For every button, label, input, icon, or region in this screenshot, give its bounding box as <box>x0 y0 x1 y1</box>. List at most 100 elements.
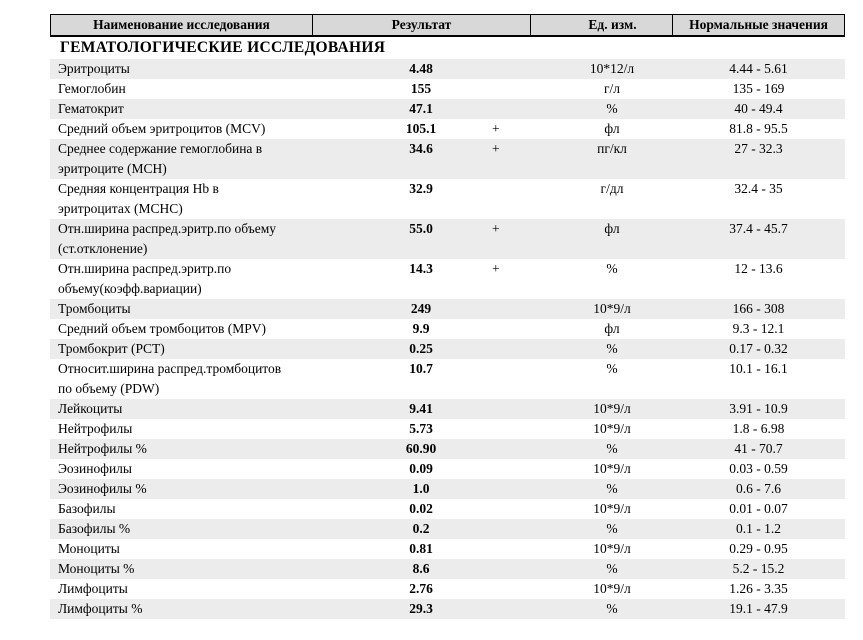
table-row: Нейтрофилы % 60.90 % 41 - 70.7 <box>50 439 845 459</box>
result-cell: 4.48 <box>312 59 530 79</box>
result-value: 32.9 <box>409 181 433 196</box>
table-header-row: Наименование исследования Результат Ед. … <box>50 14 845 37</box>
test-name: Эозинофилы % <box>58 481 147 496</box>
normal-range-value: 0.1 - 1.2 <box>736 521 781 536</box>
normal-range-value: 41 - 70.7 <box>734 441 783 456</box>
units-value: фл <box>604 221 620 236</box>
normal-range-value: 5.2 - 15.2 <box>732 561 785 576</box>
normal-range-value: 0.01 - 0.07 <box>729 501 788 516</box>
result-value: 4.48 <box>409 61 433 76</box>
test-name: Нейтрофилы % <box>58 441 147 456</box>
test-name: Средний объем эритроцитов (MCV) <box>58 121 266 136</box>
result-value: 1.0 <box>412 481 430 496</box>
result-value: 60.90 <box>405 441 437 456</box>
table-row: Моноциты 0.81 10*9/л 0.29 - 0.95 <box>50 539 845 559</box>
table-row: Отн.ширина распред.эритр.по объему(коэфф… <box>50 259 845 299</box>
table-row: Среднее содержание гемоглобина в эритроц… <box>50 139 845 179</box>
result-cell: 155 <box>312 79 530 99</box>
result-cell: 0.09 <box>312 459 530 479</box>
normal-range-value: 0.03 - 0.59 <box>729 461 788 476</box>
result-cell: 55.0 + <box>312 219 530 259</box>
result-value: 0.2 <box>412 521 430 536</box>
test-name: Лимфоциты <box>58 581 128 596</box>
normal-range-value: 81.8 - 95.5 <box>729 121 788 136</box>
abnormal-flag: + <box>492 141 500 156</box>
result-value: 10.7 <box>409 361 433 376</box>
test-name: Средняя концентрация Hb в эритроцитах (M… <box>58 181 219 216</box>
normal-range-value: 12 - 13.6 <box>734 261 783 276</box>
units-value: 10*9/л <box>593 541 631 556</box>
test-name: Базофилы % <box>58 521 131 536</box>
table-row: Эритроциты 4.48 10*12/л 4.44 - 5.61 <box>50 59 845 79</box>
units-value: % <box>606 441 618 456</box>
test-name: Тромбокрит (PCT) <box>58 341 165 356</box>
test-name: Эозинофилы <box>58 461 132 476</box>
column-header-result: Результат <box>313 15 531 35</box>
table-row: Тромбокрит (PCT) 0.25 % 0.17 - 0.32 <box>50 339 845 359</box>
normal-range-value: 1.8 - 6.98 <box>732 421 785 436</box>
result-value: 47.1 <box>409 101 433 116</box>
result-cell: 34.6 + <box>312 139 530 179</box>
units-value: 10*9/л <box>593 421 631 436</box>
abnormal-flag: + <box>492 121 500 136</box>
units-value: 10*9/л <box>593 301 631 316</box>
normal-range-value: 4.44 - 5.61 <box>729 61 788 76</box>
result-cell: 105.1 + <box>312 119 530 139</box>
normal-range-value: 19.1 - 47.9 <box>729 601 788 616</box>
table-row: Средний объем тромбоцитов (MPV) 9.9 фл 9… <box>50 319 845 339</box>
result-value: 155 <box>410 81 432 96</box>
normal-range-value: 32.4 - 35 <box>734 181 783 196</box>
normal-range-value: 40 - 49.4 <box>734 101 783 116</box>
table-row: Базофилы % 0.2 % 0.1 - 1.2 <box>50 519 845 539</box>
normal-range-value: 1.26 - 3.35 <box>729 581 788 596</box>
result-value: 249 <box>410 301 432 316</box>
table-row: Средняя концентрация Hb в эритроцитах (M… <box>50 179 845 219</box>
column-header-units: Ед. изм. <box>531 15 673 35</box>
result-value: 14.3 <box>409 261 433 276</box>
test-name: Моноциты <box>58 541 120 556</box>
result-value: 2.76 <box>409 581 433 596</box>
table-row: Моноциты % 8.6 % 5.2 - 15.2 <box>50 559 845 579</box>
result-cell: 0.25 <box>312 339 530 359</box>
units-value: % <box>606 361 618 376</box>
table-row: Гемоглобин 155 г/л 135 - 169 <box>50 79 845 99</box>
result-cell: 14.3 + <box>312 259 530 299</box>
test-name: Лейкоциты <box>58 401 123 416</box>
table-row: Тромбоциты 249 10*9/л 166 - 308 <box>50 299 845 319</box>
result-value: 34.6 <box>409 141 433 156</box>
test-name: Нейтрофилы <box>58 421 133 436</box>
column-header-normal-values: Нормальные значения <box>689 17 828 32</box>
test-name: Отн.ширина распред.эритр.по объему(коэфф… <box>58 261 232 296</box>
units-value: 10*12/л <box>589 61 635 76</box>
table-row: Лимфоциты % 29.3 % 19.1 - 47.9 <box>50 599 845 619</box>
result-value: 0.25 <box>409 341 433 356</box>
result-value: 0.02 <box>409 501 433 516</box>
result-value: 55.0 <box>409 221 433 236</box>
normal-range-value: 37.4 - 45.7 <box>729 221 788 236</box>
table-row: Эозинофилы % 1.0 % 0.6 - 7.6 <box>50 479 845 499</box>
result-value: 0.81 <box>409 541 433 556</box>
result-cell: 0.81 <box>312 539 530 559</box>
units-value: 10*9/л <box>593 501 631 516</box>
table-row: Средний объем эритроцитов (MCV) 105.1 + ф… <box>50 119 845 139</box>
units-value: 10*9/л <box>593 401 631 416</box>
result-cell: 9.41 <box>312 399 530 419</box>
result-cell: 10.7 <box>312 359 530 399</box>
result-cell: 60.90 <box>312 439 530 459</box>
units-value: пг/кл <box>597 141 627 156</box>
result-cell: 5.73 <box>312 419 530 439</box>
table-row: Лимфоциты 2.76 10*9/л 1.26 - 3.35 <box>50 579 845 599</box>
units-value: 10*9/л <box>593 581 631 596</box>
units-value: фл <box>604 121 620 136</box>
test-name: Базофилы <box>58 501 116 516</box>
units-value: % <box>606 101 618 116</box>
result-cell: 2.76 <box>312 579 530 599</box>
normal-range-value: 166 - 308 <box>732 301 785 316</box>
test-name: Отн.ширина распред.эритр.по объему (ст.о… <box>58 221 277 256</box>
table-row: Базофилы 0.02 10*9/л 0.01 - 0.07 <box>50 499 845 519</box>
result-cell: 29.3 <box>312 599 530 619</box>
units-value: % <box>606 601 618 616</box>
results-table: Наименование исследования Результат Ед. … <box>50 14 845 619</box>
test-name: Среднее содержание гемоглобина в эритроц… <box>58 141 263 176</box>
